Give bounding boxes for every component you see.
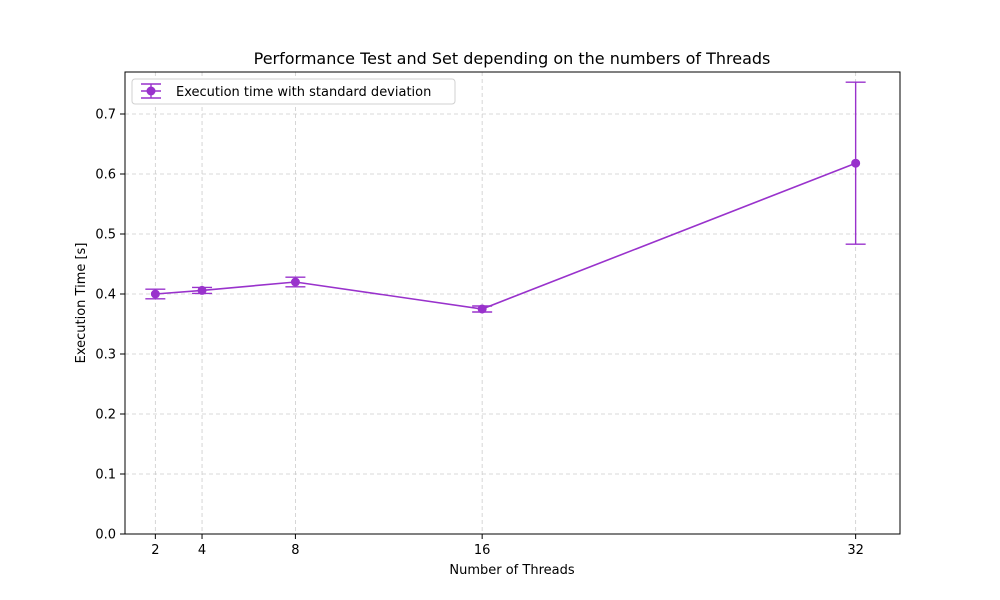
y-tick-label: 0.3 <box>95 348 116 363</box>
x-tick-label: 8 <box>291 543 299 558</box>
legend-frame <box>131 78 456 105</box>
x-tick-label: 2 <box>151 543 159 558</box>
legend-entry: Execution time with standard deviation <box>176 85 431 100</box>
data-point <box>851 158 861 168</box>
data-point <box>477 304 487 314</box>
series-layer <box>145 81 866 314</box>
y-tick-label: 0.0 <box>95 528 116 543</box>
y-tick-label: 0.2 <box>95 408 116 423</box>
y-axis-label: Execution Time [s] <box>74 243 89 364</box>
y-tick-label: 0.7 <box>95 108 116 123</box>
x-tick-label: 4 <box>198 543 206 558</box>
data-point <box>197 285 207 295</box>
axis-ticks: 2 4 8 16 32 0.0 0.1 0.2 0.3 0.4 0.5 0.6 0.7 <box>95 108 864 559</box>
data-point <box>150 289 160 299</box>
legend-marker <box>141 83 161 99</box>
x-axis-label: Number of Threads <box>449 563 574 578</box>
x-tick-label: 32 <box>847 543 864 558</box>
y-tick-label: 0.6 <box>95 168 116 183</box>
y-tick-label: 0.4 <box>95 288 116 303</box>
y-tick-label: 0.5 <box>95 228 116 243</box>
y-tick-label: 0.1 <box>95 468 116 483</box>
x-tick-label: 16 <box>474 543 491 558</box>
grid <box>125 72 900 535</box>
plot-frame <box>124 71 901 535</box>
data-point <box>290 277 300 287</box>
legend: Execution time with standard deviation <box>131 78 456 105</box>
chart-title: Performance Test and Set depending on th… <box>254 49 771 68</box>
legend-point <box>146 86 156 96</box>
series-line <box>155 162 856 310</box>
